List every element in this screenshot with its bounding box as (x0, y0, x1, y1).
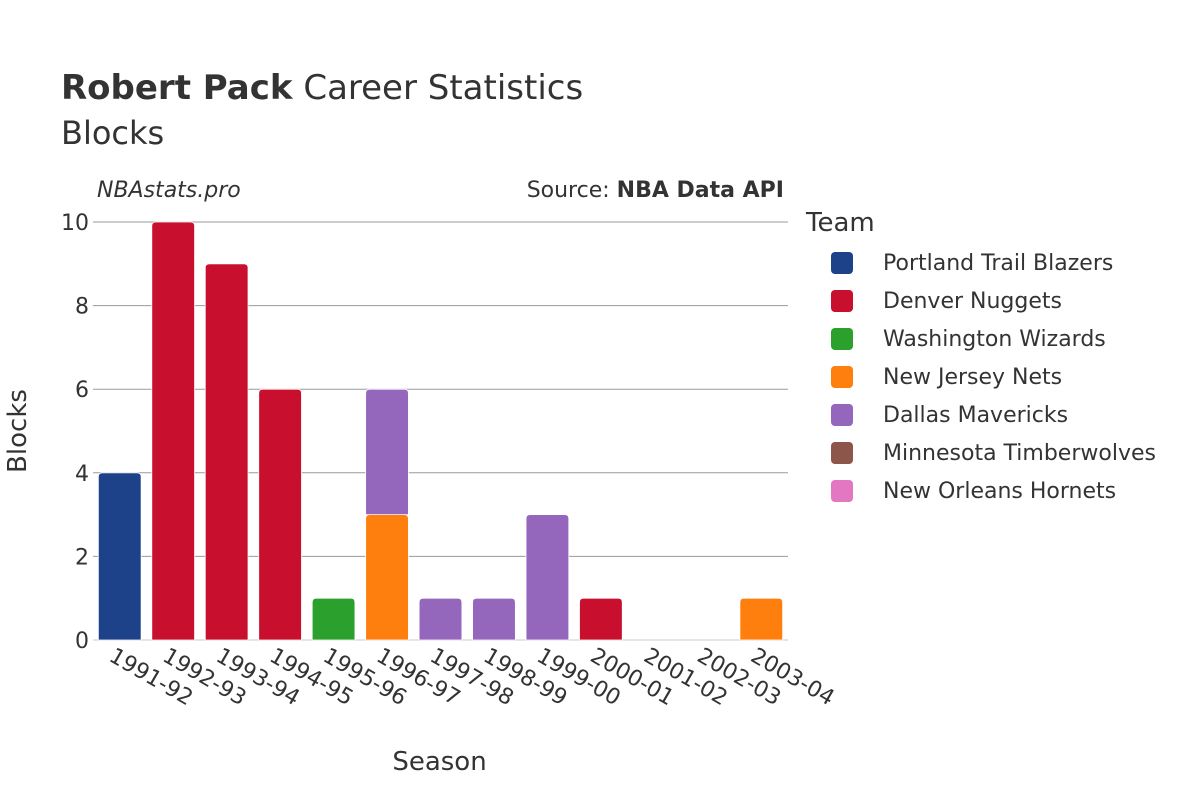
legend-label: Washington Wizards (883, 326, 1106, 352)
x-axis-title: Season (392, 747, 486, 777)
bar (258, 388, 302, 641)
legend-item[interactable]: Denver Nuggets (806, 282, 1156, 320)
y-axis-title: Blocks (3, 389, 33, 473)
bar (739, 597, 784, 641)
bar (365, 514, 409, 641)
bar (472, 597, 516, 641)
legend-swatch (831, 366, 853, 388)
y-tick-label: 2 (75, 545, 89, 570)
bar (365, 388, 409, 515)
bar (97, 472, 142, 641)
source-name: NBA Data API (616, 178, 784, 203)
y-tick-label: 0 (75, 629, 89, 654)
chart-title: Robert Pack Career Statistics (61, 68, 583, 108)
legend-swatch (831, 480, 853, 502)
player-name: Robert Pack (61, 68, 293, 108)
legend-label: New Orleans Hornets (883, 478, 1117, 504)
legend-swatch (831, 290, 853, 312)
legend-swatch (831, 252, 853, 274)
chart-subtitle: Blocks (61, 114, 165, 152)
y-tick-label: 4 (75, 462, 89, 487)
legend-item[interactable]: New Orleans Hornets (806, 472, 1156, 510)
legend-item[interactable]: Dallas Mavericks (806, 396, 1156, 434)
legend-item[interactable]: Portland Trail Blazers (806, 244, 1156, 282)
source-prefix: Source: (526, 178, 617, 203)
legend-label: Dallas Mavericks (883, 402, 1069, 428)
bar (151, 221, 195, 641)
legend-title: Team (806, 208, 875, 238)
legend-item[interactable]: Minnesota Timberwolves (806, 434, 1156, 472)
watermark: NBAstats.pro (97, 178, 241, 203)
legend-label: Denver Nuggets (883, 288, 1062, 314)
bar (525, 514, 570, 641)
y-tick-label: 10 (61, 211, 89, 236)
legend: Team Portland Trail Blazers Denver Nugge… (806, 208, 1156, 510)
bar (418, 597, 463, 641)
legend-swatch (831, 404, 853, 426)
title-rest: Career Statistics (303, 68, 584, 108)
bar (204, 263, 249, 641)
y-tick-label: 6 (75, 378, 89, 403)
legend-swatch (831, 442, 853, 464)
y-tick-label: 8 (75, 295, 89, 320)
legend-label: Minnesota Timberwolves (883, 440, 1156, 466)
legend-label: Portland Trail Blazers (883, 250, 1114, 276)
legend-swatch (831, 328, 853, 350)
legend-item[interactable]: New Jersey Nets (806, 358, 1156, 396)
bar (311, 597, 356, 641)
legend-label: New Jersey Nets (883, 364, 1063, 390)
source-note: Source: NBA Data API (527, 178, 784, 203)
legend-item[interactable]: Washington Wizards (806, 320, 1156, 358)
bar (579, 597, 623, 641)
